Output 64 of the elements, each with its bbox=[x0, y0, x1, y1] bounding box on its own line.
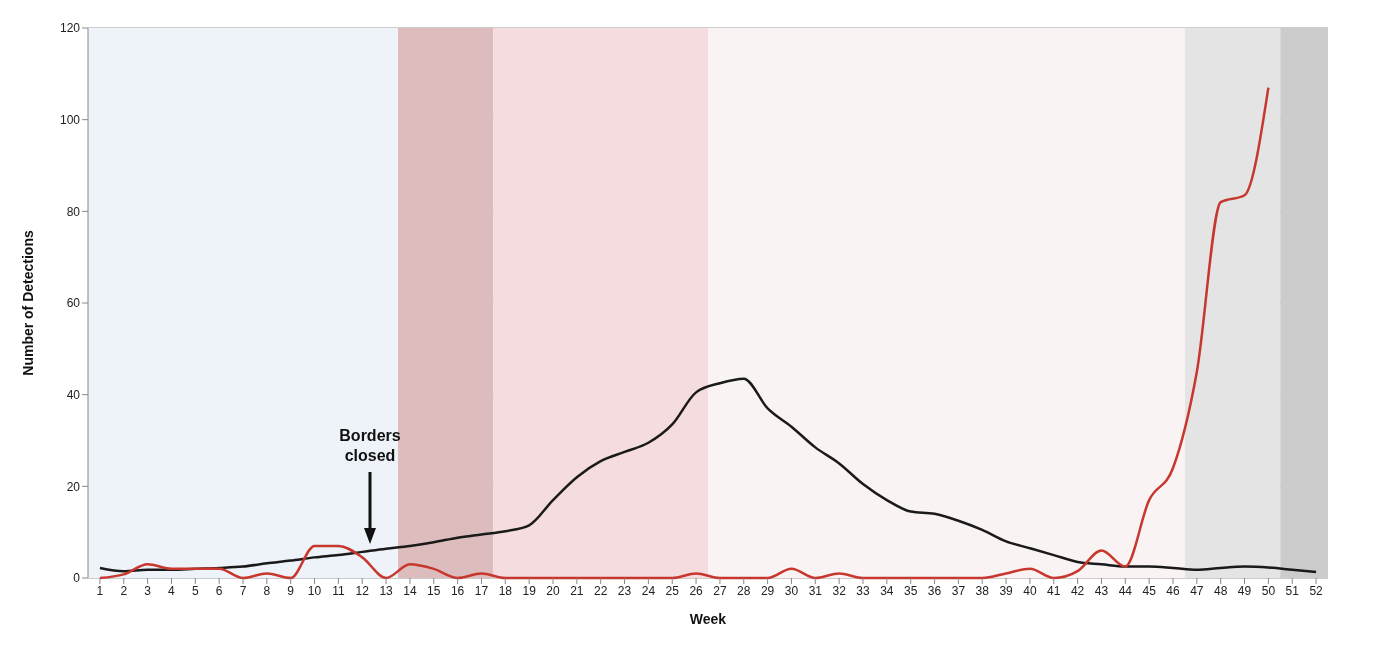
x-tick-label: 3 bbox=[144, 583, 152, 598]
x-tick-label: 24 bbox=[641, 583, 656, 598]
x-tick-label: 4 bbox=[168, 583, 176, 598]
x-tick-label: 31 bbox=[808, 583, 823, 598]
x-tick-label: 23 bbox=[617, 583, 632, 598]
x-tick-label: 21 bbox=[570, 583, 584, 598]
x-tick-label: 22 bbox=[594, 583, 608, 598]
x-tick-label: 9 bbox=[287, 583, 295, 598]
x-tick-label: 41 bbox=[1047, 583, 1061, 598]
x-tick-label: 28 bbox=[737, 583, 751, 598]
y-tick-label: 100 bbox=[59, 112, 81, 127]
x-tick-label: 5 bbox=[191, 583, 199, 598]
line-series bbox=[98, 377, 1318, 574]
x-tick-label: 26 bbox=[689, 583, 704, 598]
x-tick-label: 39 bbox=[999, 583, 1014, 598]
x-tick-label: 17 bbox=[474, 583, 489, 598]
x-tick-label: 37 bbox=[951, 583, 966, 598]
x-tick-label: 47 bbox=[1190, 583, 1204, 598]
x-tick-label: 15 bbox=[427, 583, 441, 598]
x-tick-label: 52 bbox=[1309, 583, 1324, 598]
annotation: Borders closed bbox=[338, 426, 402, 466]
x-tick-label: 25 bbox=[665, 583, 680, 598]
x-tick-label: 30 bbox=[784, 583, 799, 598]
y-tick-label: 120 bbox=[59, 21, 81, 36]
x-tick-label: 51 bbox=[1285, 583, 1300, 598]
line-series bbox=[98, 86, 1270, 580]
x-tick-label: 27 bbox=[713, 583, 727, 598]
x-tick-label: 35 bbox=[904, 583, 918, 598]
x-axis-title: Week bbox=[689, 611, 727, 627]
y-tick-label: 0 bbox=[73, 571, 81, 586]
x-tick-label: 19 bbox=[522, 583, 537, 598]
x-tick-label: 45 bbox=[1142, 583, 1157, 598]
x-tick-label: 44 bbox=[1118, 583, 1133, 598]
x-tick-label: 50 bbox=[1261, 583, 1276, 598]
x-tick-label: 29 bbox=[760, 583, 775, 598]
x-tick-label: 38 bbox=[975, 583, 990, 598]
x-tick-label: 13 bbox=[379, 583, 394, 598]
y-tick-label: 40 bbox=[66, 387, 81, 402]
x-tick-label: 11 bbox=[332, 583, 345, 598]
x-tick-label: 16 bbox=[450, 583, 465, 598]
x-tick-label: 34 bbox=[880, 583, 894, 598]
x-tick-label: 2 bbox=[120, 583, 128, 598]
x-tick-label: 33 bbox=[856, 583, 870, 598]
x-tick-label: 6 bbox=[215, 583, 223, 598]
x-tick-label: 8 bbox=[263, 583, 271, 598]
x-tick-label: 40 bbox=[1023, 583, 1037, 598]
x-tick-label: 14 bbox=[403, 583, 417, 598]
x-tick-label: 12 bbox=[355, 583, 370, 598]
x-tick-label: 46 bbox=[1166, 583, 1180, 598]
x-tick-label: 43 bbox=[1094, 583, 1109, 598]
x-tick-label: 18 bbox=[498, 583, 513, 598]
x-tick-label: 32 bbox=[832, 583, 847, 598]
x-tick-label: 1 bbox=[96, 583, 104, 598]
x-tick-label: 20 bbox=[546, 583, 560, 598]
x-tick-label: 7 bbox=[239, 583, 247, 598]
y-tick-label: 60 bbox=[66, 296, 81, 311]
x-tick-label: 10 bbox=[307, 583, 322, 598]
x-tick-label: 49 bbox=[1237, 583, 1252, 598]
y-tick-label: 20 bbox=[66, 479, 81, 494]
y-tick-label: 80 bbox=[66, 204, 81, 219]
x-tick-label: 48 bbox=[1214, 583, 1228, 598]
x-tick-label: 36 bbox=[927, 583, 942, 598]
x-tick-label: 42 bbox=[1070, 583, 1085, 598]
y-axis-title: Number of Detections bbox=[19, 230, 36, 376]
